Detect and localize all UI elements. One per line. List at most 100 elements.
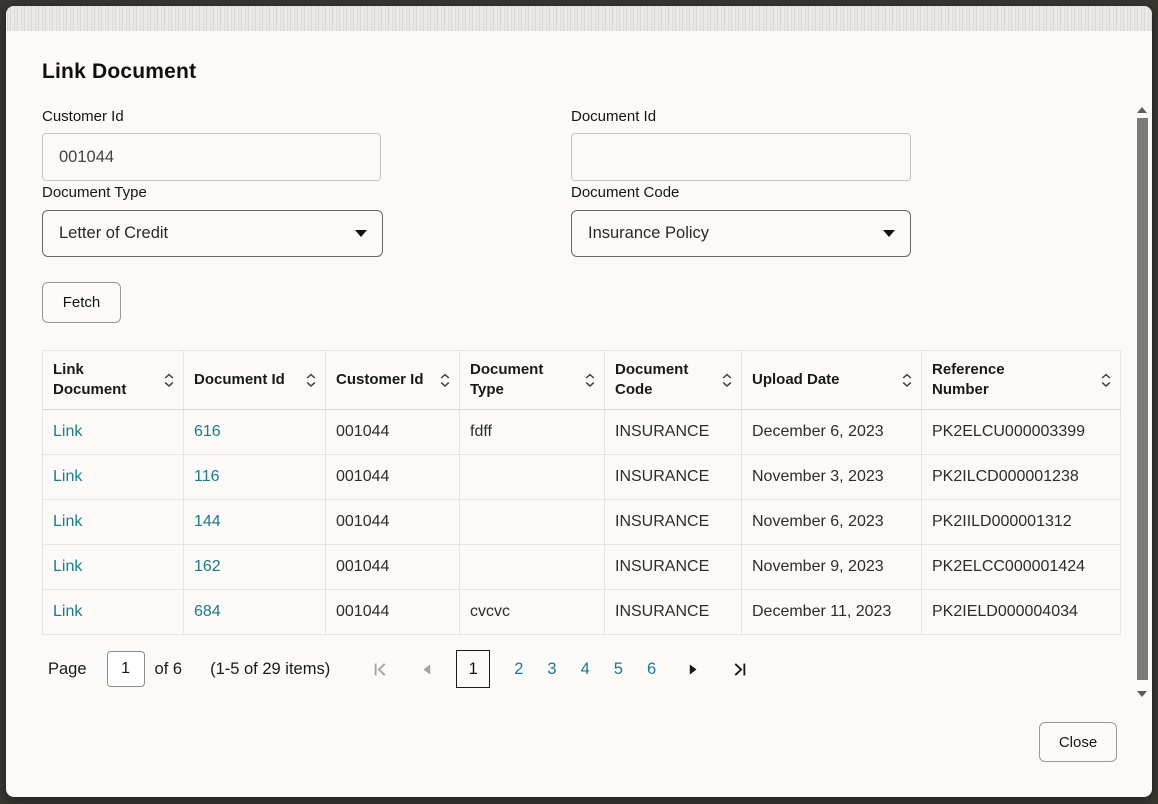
cell-document-code: INSURANCE — [604, 454, 742, 500]
sort-icon[interactable] — [439, 373, 451, 388]
document-code-label: Document Code — [571, 184, 680, 201]
cell-upload-date: December 6, 2023 — [741, 409, 922, 455]
scrollbar-thumb[interactable] — [1137, 118, 1148, 680]
chevron-down-icon — [883, 230, 895, 237]
last-page-button[interactable] — [724, 662, 754, 677]
table-row: Link 616 001044 fdff INSURANCE December … — [42, 409, 1121, 455]
column-header[interactable]: Link Document — [42, 350, 184, 410]
cell-document-code: INSURANCE — [604, 409, 742, 455]
document-type-label: Document Type — [42, 184, 147, 201]
cell-upload-date: November 3, 2023 — [741, 454, 922, 500]
cell-document-type — [459, 454, 605, 500]
document-code-select[interactable]: Insurance Policy — [571, 210, 911, 257]
table-row: Link 162 001044 INSURANCE November 9, 20… — [42, 544, 1121, 590]
column-header[interactable]: Customer Id — [325, 350, 460, 410]
cell-document-type: cvcvc — [459, 589, 605, 635]
first-page-button[interactable] — [366, 662, 396, 677]
scroll-down-icon[interactable] — [1137, 691, 1147, 697]
column-header[interactable]: Reference Number — [921, 350, 1121, 410]
cell-upload-date: November 9, 2023 — [741, 544, 922, 590]
column-header-label: Upload Date — [752, 370, 840, 388]
cell-customer-id: 001044 — [325, 499, 460, 545]
column-header[interactable]: Upload Date — [741, 350, 922, 410]
page-nav: 1 2 3 4 5 6 — [366, 650, 754, 688]
sort-icon[interactable] — [721, 373, 733, 388]
prev-page-button[interactable] — [412, 662, 442, 677]
next-page-icon — [689, 663, 697, 675]
cell-document-type — [459, 544, 605, 590]
column-header-label: Document Code — [615, 360, 689, 398]
page-button[interactable]: 6 — [646, 659, 657, 678]
link-document-link[interactable]: Link — [53, 558, 83, 575]
sort-icon[interactable] — [584, 373, 596, 388]
close-button[interactable]: Close — [1039, 722, 1117, 762]
column-header-label: Document Type — [470, 360, 544, 398]
cell-document-type: fdff — [459, 409, 605, 455]
document-type-select[interactable]: Letter of Credit — [42, 210, 383, 257]
documents-table: Link Document Document Id Customer Id Do… — [42, 350, 1121, 635]
column-header-label: Link Document — [53, 360, 127, 398]
cell-document-code: INSURANCE — [604, 544, 742, 590]
document-id-link[interactable]: 144 — [194, 513, 221, 530]
cell-reference-number: PK2ILCD000001238 — [921, 454, 1121, 500]
cell-customer-id: 001044 — [325, 409, 460, 455]
document-id-label: Document Id — [571, 108, 657, 125]
link-document-link[interactable]: Link — [53, 468, 83, 485]
document-id-link[interactable]: 616 — [194, 423, 221, 440]
sort-icon[interactable] — [305, 373, 317, 388]
page-buttons: 1 2 3 4 5 6 — [456, 650, 656, 688]
cell-customer-id: 001044 — [325, 589, 460, 635]
cell-upload-date: December 11, 2023 — [741, 589, 922, 635]
prev-page-icon — [423, 663, 431, 675]
cell-reference-number: PK2ELCC000001424 — [921, 544, 1121, 590]
document-id-link[interactable]: 162 — [194, 558, 221, 575]
document-id-link[interactable]: 684 — [194, 603, 221, 620]
column-header[interactable]: Document Id — [183, 350, 326, 410]
document-id-link[interactable]: 116 — [194, 468, 220, 485]
page-button[interactable]: 5 — [613, 659, 623, 678]
document-type-value: Letter of Credit — [59, 224, 169, 242]
column-header-label: Document Id — [194, 370, 285, 388]
link-document-link[interactable]: Link — [53, 603, 83, 620]
link-document-link[interactable]: Link — [53, 513, 83, 530]
sort-icon[interactable] — [901, 373, 913, 388]
page-button[interactable]: 2 — [514, 659, 524, 678]
page-button[interactable]: 3 — [547, 659, 557, 678]
document-id-input[interactable] — [571, 133, 911, 181]
page-title: Link Document — [42, 60, 197, 83]
pagination-bar: Page of 6 (1-5 of 29 items) 1 2 3 4 5 6 — [42, 647, 1122, 691]
page-number-input[interactable] — [106, 651, 145, 687]
fetch-button[interactable]: Fetch — [42, 282, 121, 323]
cell-reference-number: PK2IILD000001312 — [921, 499, 1121, 545]
document-code-value: Insurance Policy — [588, 224, 710, 242]
table-row: Link 684 001044 cvcvc INSURANCE December… — [42, 589, 1121, 635]
next-page-button[interactable] — [678, 662, 708, 677]
cell-document-code: INSURANCE — [604, 589, 742, 635]
table-row: Link 116 001044 INSURANCE November 3, 20… — [42, 454, 1121, 500]
page-of-label: of 6 — [154, 659, 183, 678]
sort-icon[interactable] — [1100, 373, 1112, 388]
cell-upload-date: November 6, 2023 — [741, 499, 922, 545]
customer-id-label: Customer Id — [42, 108, 124, 125]
items-count-label: (1-5 of 29 items) — [210, 659, 331, 678]
column-header-label: Reference Number — [932, 360, 1005, 398]
page-label: Page — [48, 659, 87, 678]
current-page-button[interactable]: 1 — [456, 650, 491, 688]
column-header[interactable]: Document Type — [459, 350, 605, 410]
link-document-modal: Link Document Customer Id Document Id Do… — [6, 6, 1152, 797]
table-row: Link 144 001044 INSURANCE November 6, 20… — [42, 499, 1121, 545]
sort-icon[interactable] — [163, 373, 175, 388]
cell-reference-number: PK2ELCU000003399 — [921, 409, 1121, 455]
first-page-icon — [374, 662, 386, 676]
table-header-row: Link Document Document Id Customer Id Do… — [42, 350, 1121, 410]
customer-id-input[interactable] — [42, 133, 381, 181]
cell-reference-number: PK2IELD000004034 — [921, 589, 1121, 635]
chevron-down-icon — [355, 230, 367, 237]
page-button[interactable]: 4 — [580, 659, 590, 678]
cell-document-type — [459, 499, 605, 545]
column-header[interactable]: Document Code — [604, 350, 742, 410]
link-document-link[interactable]: Link — [53, 423, 83, 440]
cell-document-code: INSURANCE — [604, 499, 742, 545]
scrollbar-track[interactable] — [1136, 102, 1149, 702]
scroll-up-icon[interactable] — [1137, 107, 1147, 113]
